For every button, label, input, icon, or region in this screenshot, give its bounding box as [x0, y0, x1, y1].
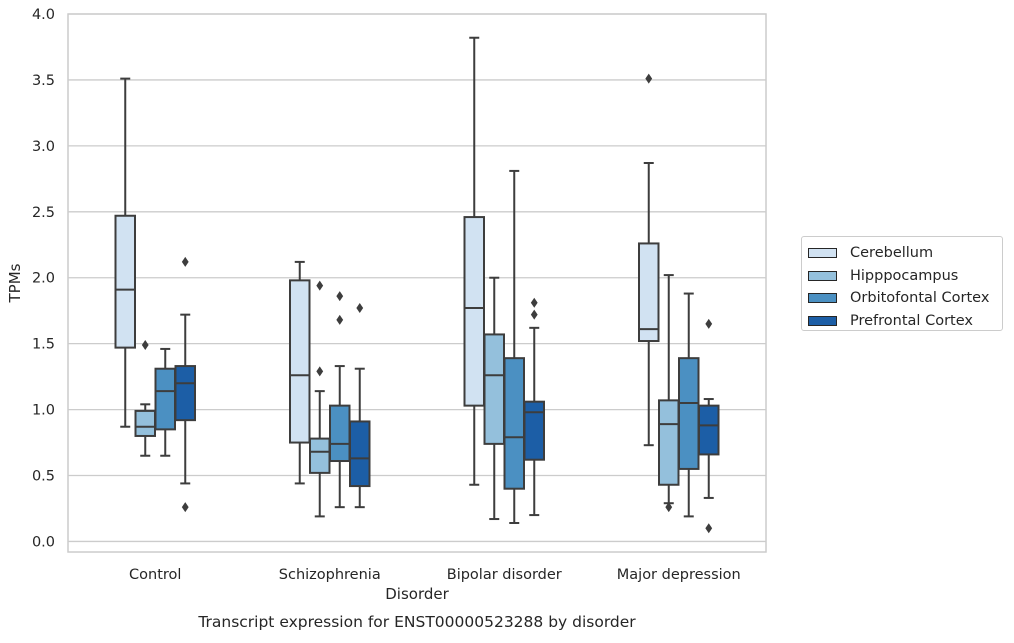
iqr-box [523, 400, 545, 461]
box-3-1 [349, 303, 371, 509]
outlier-point [705, 318, 713, 329]
plot-frame [67, 13, 767, 553]
x-tick-label: Major depression [617, 567, 741, 583]
legend-swatch-prefrontal [808, 315, 837, 326]
iqr-box [658, 399, 680, 486]
outlier-point [141, 339, 149, 350]
y-tick-label: 3.5 [32, 73, 55, 89]
iqr-box [678, 357, 700, 470]
legend-swatch-cerebellum [808, 248, 837, 259]
box-1-3 [658, 274, 680, 513]
x-tick-label: Schizophrenia [279, 567, 381, 583]
iqr-box [349, 420, 371, 488]
outlier-point [316, 366, 324, 377]
legend-item-orbitofrontal: Orbitofontal Cortex [808, 287, 1002, 310]
outlier-point [530, 309, 538, 320]
y-tick-label: 3.0 [32, 139, 55, 155]
y-tick-label: 2.5 [32, 205, 55, 221]
outlier-point [665, 502, 673, 513]
iqr-box [638, 242, 660, 343]
outlier-point [336, 314, 344, 325]
outlier-point [316, 280, 324, 291]
legend: Cerebellum Hipppocampus Orbitofontal Cor… [801, 236, 1003, 331]
outlier-point [181, 256, 189, 267]
x-tick-label: Bipolar disorder [447, 567, 562, 583]
iqr-box [503, 357, 525, 490]
box-3-3 [698, 318, 720, 534]
y-tick-label: 0.5 [32, 469, 55, 485]
box-0-2 [463, 36, 485, 486]
box-2-0 [154, 347, 176, 457]
box-2-3 [678, 292, 700, 518]
legend-swatch-orbitofrontal [808, 293, 837, 304]
legend-item-prefrontal: Prefrontal Cortex [808, 310, 1002, 333]
y-tick-label: 1.0 [32, 403, 55, 419]
box-layer [114, 36, 720, 534]
y-tick-label: 1.5 [32, 337, 55, 353]
box-1-0 [134, 339, 156, 457]
iqr-box [289, 279, 311, 444]
x-tick-label: Control [129, 567, 181, 583]
outlier-point [530, 297, 538, 308]
box-1-1 [309, 280, 331, 518]
tick-layer: 0.0 0.5 1.0 1.5 2.0 2.5 3.0 3.5 4.0 Control Schizo… [32, 7, 741, 583]
legend-label-cerebellum: Cerebellum [850, 245, 934, 262]
box-2-2 [503, 169, 525, 524]
outlier-point [181, 502, 189, 513]
outlier-point [356, 303, 364, 314]
iqr-box [309, 437, 331, 474]
iqr-box [154, 367, 176, 431]
iqr-box [329, 404, 351, 463]
iqr-box [174, 365, 196, 422]
box-2-1 [329, 291, 351, 509]
iqr-box [698, 404, 720, 456]
box-0-1 [289, 260, 311, 485]
iqr-box [134, 409, 156, 437]
box-3-0 [174, 256, 196, 513]
outlier-point [705, 523, 713, 534]
x-axis-label: Disorder [385, 585, 449, 603]
y-axis-label: TPMs [6, 263, 24, 303]
iqr-box [114, 214, 136, 349]
box-1-2 [483, 276, 505, 521]
box-0-0 [114, 77, 136, 428]
iqr-box [463, 216, 485, 407]
legend-item-cerebellum: Cerebellum [808, 242, 1002, 265]
legend-label-orbitofrontal: Orbitofontal Cortex [850, 290, 990, 307]
y-tick-label: 2.0 [32, 271, 55, 287]
outlier-point [336, 291, 344, 302]
legend-label-prefrontal: Prefrontal Cortex [850, 312, 973, 329]
legend-item-hippocampus: Hipppocampus [808, 265, 1002, 288]
outlier-point [645, 73, 653, 84]
legend-label-hippocampus: Hipppocampus [850, 267, 959, 284]
box-3-2 [523, 297, 545, 517]
y-tick-label: 4.0 [32, 7, 55, 23]
box-0-3 [638, 73, 660, 447]
legend-swatch-hippocampus [808, 270, 837, 281]
iqr-box [483, 333, 505, 445]
chart-title: Transcript expression for ENST0000052328… [197, 613, 636, 631]
y-tick-label: 0.0 [32, 534, 55, 550]
